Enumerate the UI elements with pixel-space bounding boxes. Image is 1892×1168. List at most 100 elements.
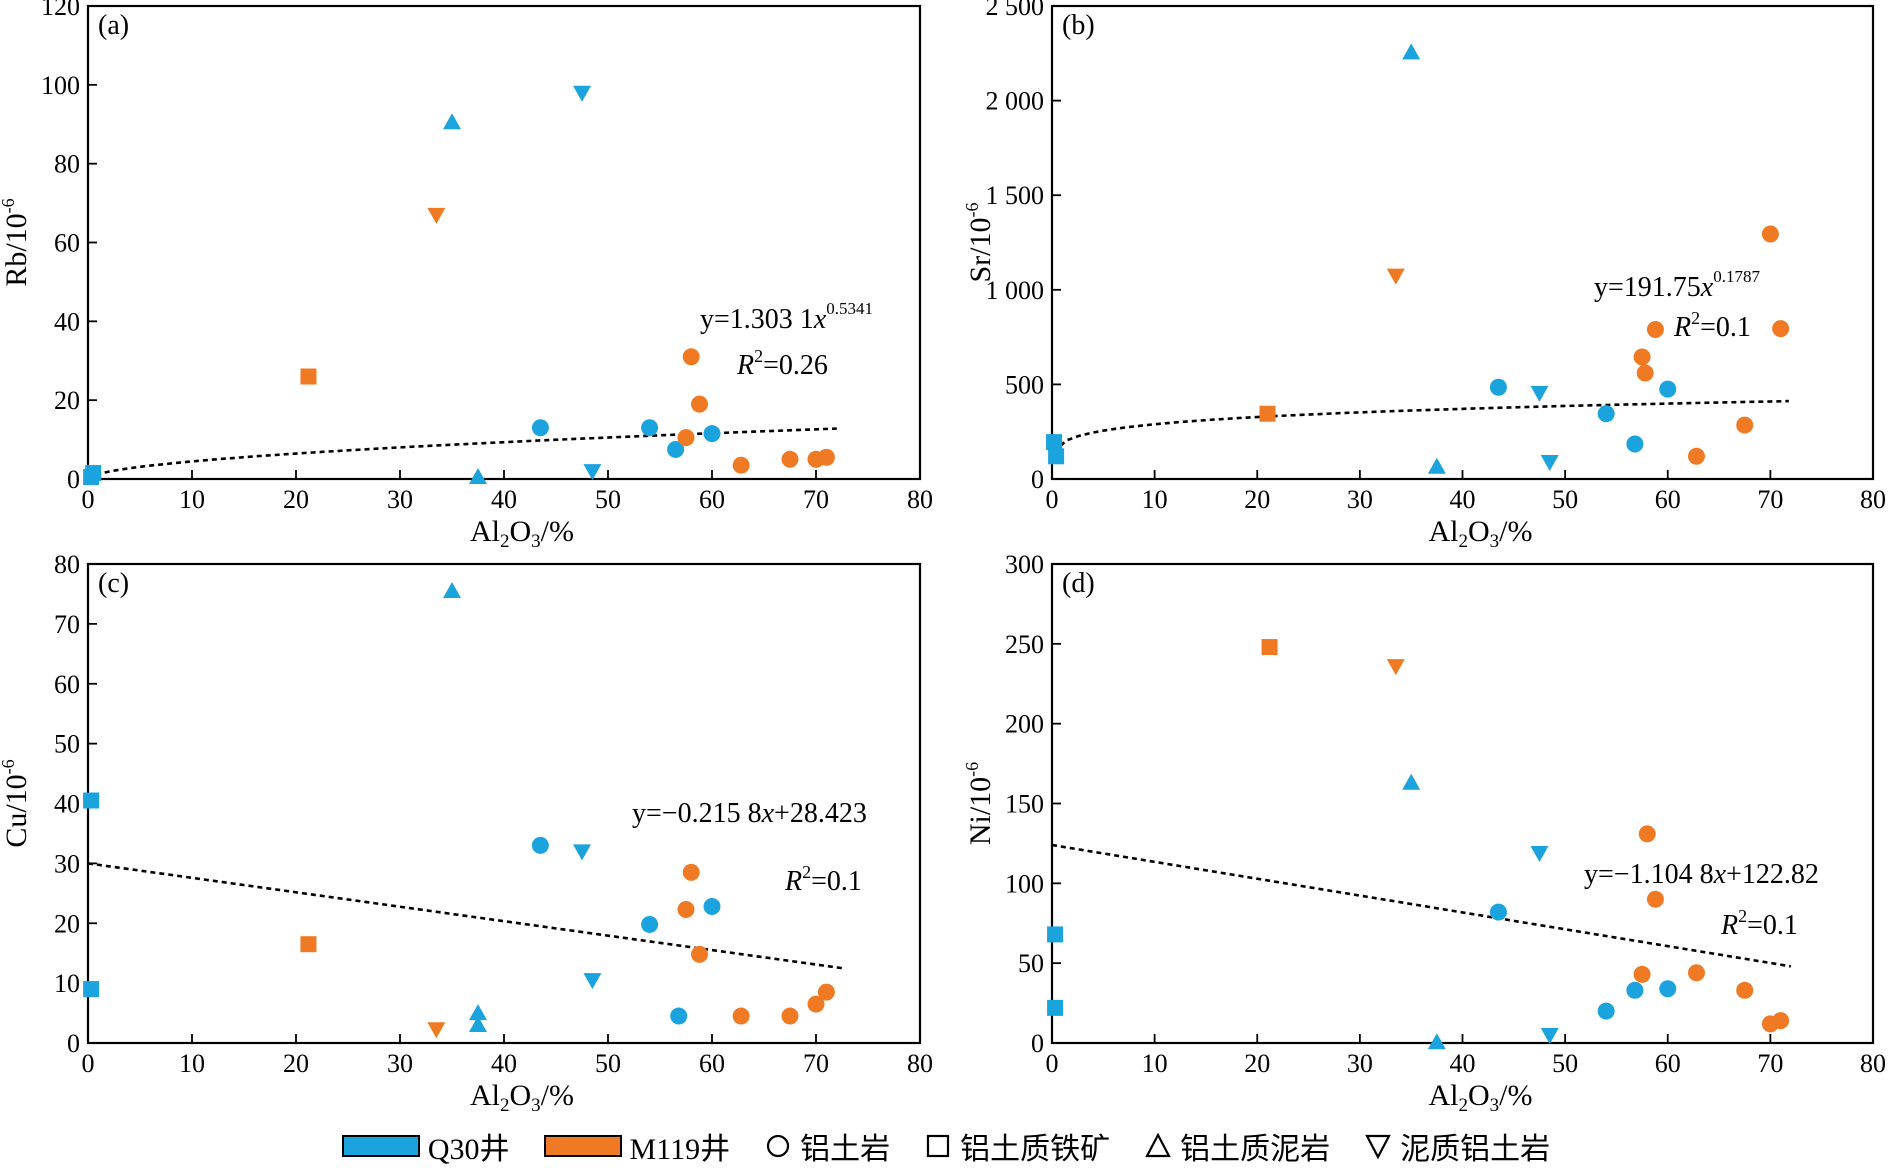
x-tick-label: 0 bbox=[1046, 1049, 1059, 1078]
trend-line bbox=[1051, 843, 1792, 968]
legend-label-mudstone: 铝土质泥岩 bbox=[1180, 1133, 1331, 1166]
chart-svg: 0 10 20 30 40 50 60 70 80020406080100120Al2O3/%R… bbox=[0, 0, 1886, 1116]
y-tick-label: 300 bbox=[1005, 550, 1044, 579]
x-tick-label: 0 bbox=[1046, 485, 1059, 514]
x-tick-label: 0 bbox=[82, 485, 95, 514]
point-m119-bauxite bbox=[817, 983, 835, 1001]
point-q30-bauxitic-iron-ore bbox=[85, 465, 102, 482]
point-m119-bauxite bbox=[1687, 964, 1705, 982]
y-tick-label: 60 bbox=[54, 670, 80, 699]
x-tick-label: 40 bbox=[491, 485, 517, 514]
y-axis-label: Rb/10-6 bbox=[0, 198, 33, 286]
point-q30-muddy-bauxite bbox=[1540, 1028, 1559, 1045]
y-tick-label: 150 bbox=[1005, 790, 1044, 819]
y-tick-label: 1 000 bbox=[986, 276, 1045, 305]
legend-label-muddy-bauxite: 泥质铝土岩 bbox=[1400, 1133, 1551, 1166]
x-tick-label: 50 bbox=[595, 1049, 621, 1078]
point-q30-bauxitic-mudstone bbox=[469, 1004, 487, 1021]
y-tick-label: 100 bbox=[41, 71, 80, 100]
triangle-down-outline-icon bbox=[1365, 1134, 1391, 1160]
point-q30-bauxitic-mudstone bbox=[1427, 1033, 1446, 1050]
point-q30-muddy-bauxite bbox=[583, 973, 602, 990]
y-tick-label: 0 bbox=[1031, 1029, 1044, 1058]
trend-line bbox=[1053, 399, 1789, 453]
point-m119-bauxite bbox=[691, 395, 709, 413]
x-tick-label: 60 bbox=[699, 485, 725, 514]
legend-label-iron-ore: 铝土质铁矿 bbox=[960, 1133, 1111, 1166]
y-tick-label: 70 bbox=[54, 610, 80, 639]
point-m119-muddy-bauxite bbox=[1386, 268, 1405, 285]
point-q30-bauxite bbox=[531, 836, 549, 854]
point-q30-muddy-bauxite bbox=[573, 844, 591, 861]
x-tick-label: 50 bbox=[595, 485, 621, 514]
r-squared: R2=0.1 bbox=[1720, 906, 1798, 941]
point-m119-bauxite bbox=[781, 1007, 799, 1025]
point-q30-bauxite bbox=[1489, 378, 1507, 396]
y-tick-label: 20 bbox=[54, 909, 80, 938]
point-m119-bauxite bbox=[1633, 348, 1651, 366]
y-tick-label: 2 500 bbox=[986, 0, 1045, 21]
point-m119-bauxite bbox=[682, 348, 700, 366]
point-q30-bauxitic-mudstone bbox=[469, 468, 487, 485]
panel-tag: (a) bbox=[98, 10, 129, 41]
x-tick-label: 80 bbox=[907, 485, 933, 514]
regression-equation: y=191.75x0.1787 bbox=[1594, 267, 1760, 303]
point-m119-bauxite bbox=[1687, 447, 1705, 465]
point-q30-bauxite bbox=[531, 419, 549, 437]
regression-equation: y=−0.215 8x+28.423 bbox=[632, 798, 867, 829]
point-m119-bauxite bbox=[1772, 320, 1790, 338]
point-m119-bauxite bbox=[732, 456, 750, 474]
point-q30-bauxite bbox=[1626, 435, 1644, 453]
point-m119-muddy-bauxite bbox=[427, 1022, 446, 1039]
x-tick-label: 30 bbox=[387, 485, 413, 514]
point-q30-bauxitic-mudstone bbox=[469, 1016, 487, 1033]
x-tick-label: 10 bbox=[1142, 485, 1168, 514]
point-m119-bauxitic-iron-ore bbox=[1261, 639, 1278, 656]
x-tick-label: 80 bbox=[1860, 485, 1886, 514]
legend-label-m119: M119井 bbox=[629, 1133, 731, 1166]
point-m119-bauxite bbox=[1772, 1012, 1790, 1030]
triangle-up-outline-icon bbox=[1145, 1132, 1171, 1158]
panel-d: 0 10 20 30 40 50 60 70 80 0 50 100 150 200 250 300 Al2O3… bbox=[962, 550, 1886, 1116]
x-tick-label: 20 bbox=[1244, 485, 1270, 514]
y-tick-label: 0 bbox=[1031, 465, 1044, 494]
x-tick-label: 60 bbox=[1655, 485, 1681, 514]
y-axis-label: Cu/10-6 bbox=[0, 759, 33, 847]
r-squared: R2=0.1 bbox=[784, 862, 862, 897]
point-q30-bauxite bbox=[1597, 1002, 1615, 1020]
y-tick-label: 80 bbox=[54, 550, 80, 579]
x-tick-label: 40 bbox=[1450, 485, 1476, 514]
point-q30-bauxitic-mudstone bbox=[443, 113, 461, 130]
point-m119-bauxite bbox=[1736, 981, 1754, 999]
y-tick-label: 100 bbox=[1005, 869, 1044, 898]
square-outline-icon bbox=[927, 1134, 950, 1158]
y-tick-label: 40 bbox=[54, 790, 80, 819]
y-tick-label: 250 bbox=[1005, 630, 1044, 659]
point-m119-bauxite bbox=[781, 450, 799, 468]
x-tick-label: 40 bbox=[1450, 1049, 1476, 1078]
point-q30-bauxite bbox=[1659, 980, 1677, 998]
point-m119-bauxite bbox=[732, 1007, 750, 1025]
point-m119-bauxite bbox=[817, 448, 835, 466]
x-tick-label: 20 bbox=[283, 1049, 309, 1078]
x-tick-label: 20 bbox=[283, 485, 309, 514]
y-tick-label: 10 bbox=[54, 969, 80, 998]
trend-line bbox=[87, 427, 837, 481]
x-axis-label: Al2O3/% bbox=[1429, 1079, 1533, 1116]
point-m119-bauxite bbox=[1646, 321, 1664, 339]
x-tick-label: 80 bbox=[907, 1049, 933, 1078]
point-q30-bauxite bbox=[1489, 903, 1507, 921]
panel-tag: (c) bbox=[98, 568, 129, 599]
q30-color-swatch bbox=[341, 1135, 420, 1157]
y-tick-label: 0 bbox=[67, 1029, 80, 1058]
point-q30-bauxite bbox=[1626, 981, 1644, 999]
x-tick-label: 30 bbox=[387, 1049, 413, 1078]
point-m119-bauxite bbox=[807, 995, 825, 1013]
point-m119-bauxite bbox=[1636, 364, 1654, 382]
point-q30-bauxitic-iron-ore bbox=[1047, 926, 1064, 943]
x-tick-label: 50 bbox=[1552, 485, 1578, 514]
point-m119-bauxite bbox=[1761, 225, 1779, 243]
y-tick-label: 60 bbox=[54, 229, 80, 258]
point-m119-bauxite bbox=[682, 863, 700, 881]
